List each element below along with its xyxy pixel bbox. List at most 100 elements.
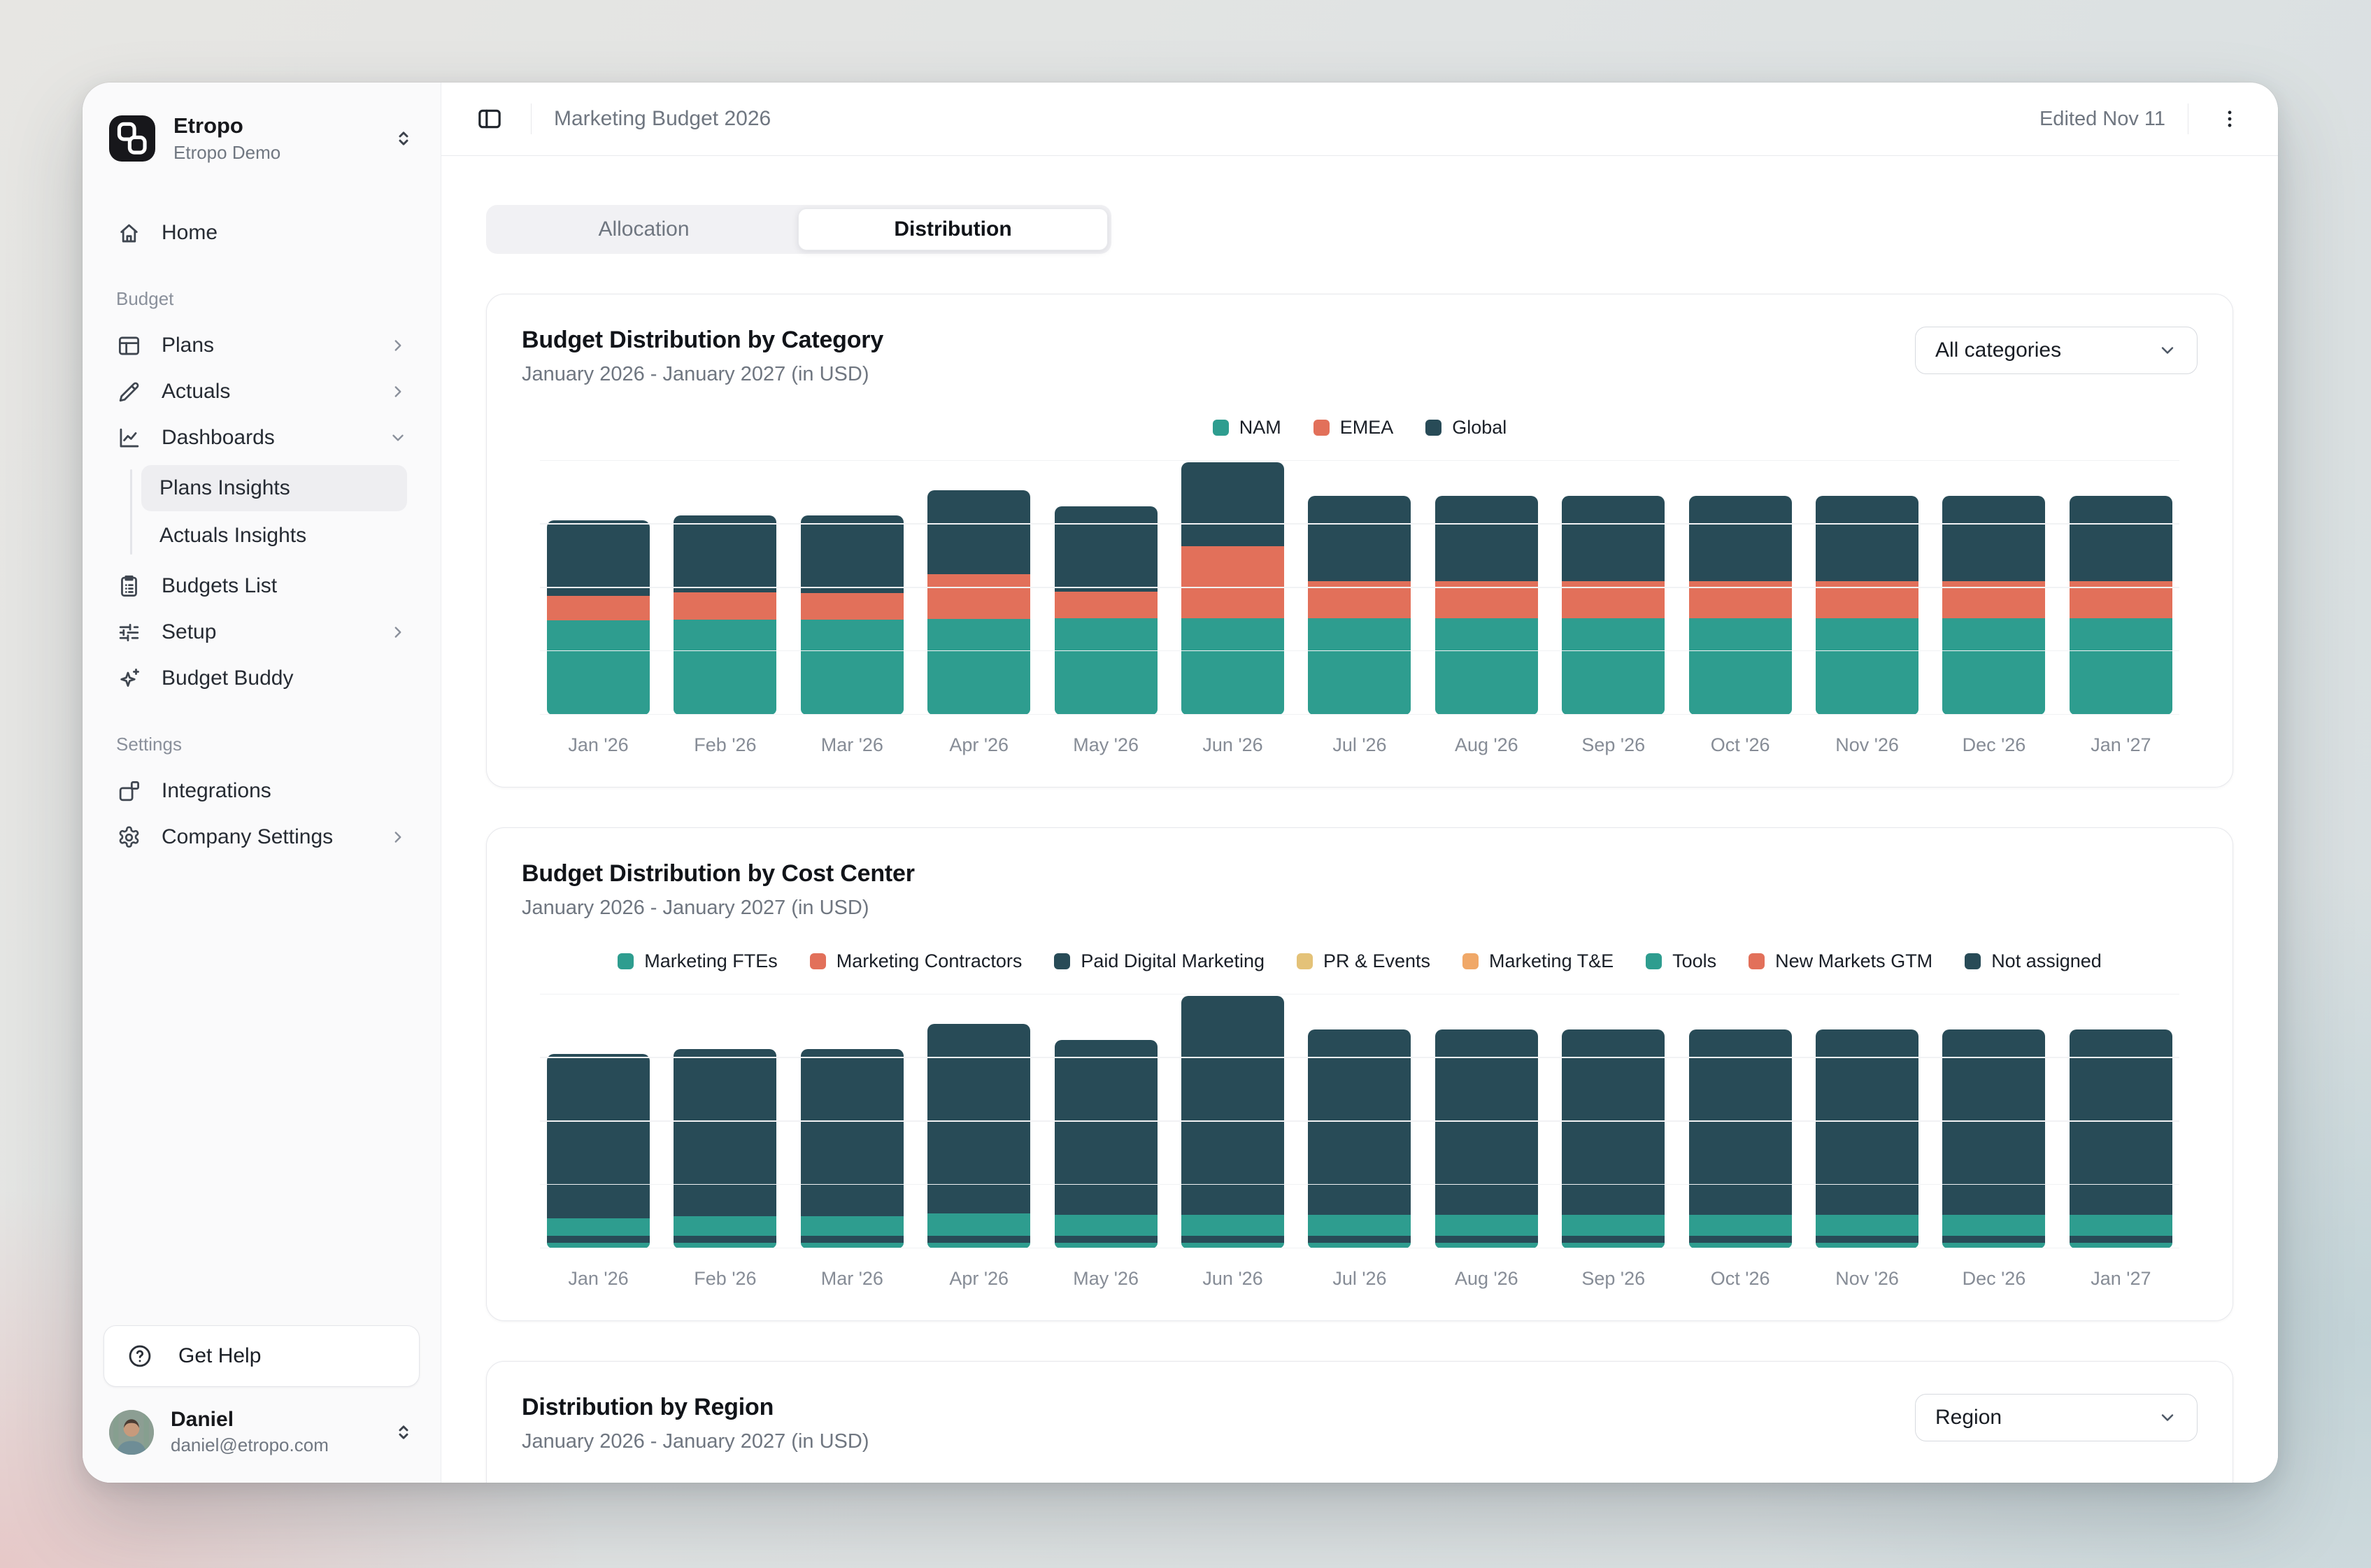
legend-chip xyxy=(1054,953,1071,969)
bar-segment-NAM xyxy=(1054,618,1158,715)
bar-Feb '26[interactable] xyxy=(674,1049,777,1248)
get-help-label: Get Help xyxy=(178,1344,262,1367)
sidebar-toggle-button[interactable] xyxy=(471,100,508,138)
tab-distribution[interactable]: Distribution xyxy=(798,208,1108,250)
sidebar-item-label: Home xyxy=(162,221,218,244)
sidebar-item-label: Integrations xyxy=(162,779,271,802)
user-menu[interactable]: Daniel daniel@etropo.com xyxy=(104,1387,420,1459)
chevron-right-icon xyxy=(389,383,407,401)
bar-Mar '26[interactable] xyxy=(800,515,904,715)
chevron-up-down-icon xyxy=(393,128,414,149)
x-axis-label: Jan '26 xyxy=(568,734,629,755)
get-help-button[interactable]: Get Help xyxy=(104,1325,420,1387)
categories-filter-dropdown[interactable]: All categories xyxy=(1915,327,2198,374)
region-filter-dropdown[interactable]: Region xyxy=(1915,1394,2198,1441)
workspace-name: Etropo xyxy=(173,113,243,138)
legend-item[interactable]: Marketing T&E xyxy=(1462,950,1614,972)
sidebar-item-budget-buddy[interactable]: Budget Buddy xyxy=(104,655,420,701)
card-title: Distribution by Region xyxy=(522,1394,774,1420)
x-axis-label: Oct '26 xyxy=(1710,734,1770,755)
legend-chip xyxy=(1296,953,1313,969)
sidebar-item-company-settings[interactable]: Company Settings xyxy=(104,814,420,860)
bar-Feb '26[interactable] xyxy=(674,515,777,715)
bar-Sep '26[interactable] xyxy=(1562,1029,1665,1248)
bar-Dec '26[interactable] xyxy=(1942,496,2046,715)
x-axis-label: Sep '26 xyxy=(1581,1268,1646,1289)
sidebar-item-label: Company Settings xyxy=(162,825,334,848)
bar-Jul '26[interactable] xyxy=(1308,1029,1411,1248)
bar-segment-Marketing FTEs xyxy=(1054,1243,1158,1248)
user-email: daniel@etropo.com xyxy=(171,1434,329,1455)
sidebar-item-setup[interactable]: Setup xyxy=(104,609,420,655)
legend-item[interactable]: New Markets GTM xyxy=(1749,950,1932,972)
legend-label: EMEA xyxy=(1339,417,1394,438)
bar-Dec '26[interactable] xyxy=(1942,1029,2046,1248)
legend-item[interactable]: Not assigned xyxy=(1965,950,2102,972)
x-axis-label: Jul '26 xyxy=(1332,1268,1387,1289)
legend-label: Tools xyxy=(1672,950,1717,971)
sidebar-item-dashboards[interactable]: Dashboards xyxy=(104,415,420,461)
legend-label: Marketing FTEs xyxy=(644,950,778,971)
bar-segment-NAM xyxy=(1181,618,1285,715)
bar-Jul '26[interactable] xyxy=(1308,496,1411,715)
legend-item[interactable]: PR & Events xyxy=(1296,950,1430,972)
workspace-switcher[interactable]: Etropo Etropo Demo xyxy=(104,108,420,169)
gridline xyxy=(540,1120,2179,1122)
bar-Jun '26[interactable] xyxy=(1181,462,1285,715)
bar-Jan '27[interactable] xyxy=(2069,496,2172,715)
sidebar-item-budgets-list[interactable]: Budgets List xyxy=(104,563,420,609)
bar-Nov '26[interactable] xyxy=(1816,496,1919,715)
bar-Aug '26[interactable] xyxy=(1434,1029,1538,1248)
bar-Mar '26[interactable] xyxy=(800,1049,904,1248)
bar-segment-Tools xyxy=(1434,1215,1538,1236)
bar-Oct '26[interactable] xyxy=(1688,1029,1792,1248)
chevron-down-icon xyxy=(389,429,407,447)
legend-item[interactable]: Marketing Contractors xyxy=(809,950,1022,972)
gridline xyxy=(540,459,2179,461)
bar-Jan '26[interactable] xyxy=(547,1054,650,1248)
legend-chip xyxy=(1965,953,1981,969)
bar-Jun '26[interactable] xyxy=(1181,996,1285,1248)
bar-May '26[interactable] xyxy=(1054,506,1158,715)
x-axis-label: Aug '26 xyxy=(1454,734,1518,755)
bar-Sep '26[interactable] xyxy=(1562,496,1665,715)
bar-Nov '26[interactable] xyxy=(1816,1029,1919,1248)
bar-Apr '26[interactable] xyxy=(927,490,1031,715)
bar-segment-Marketing FTEs xyxy=(800,1243,904,1248)
bar-Jan '26[interactable] xyxy=(547,520,650,715)
legend-item[interactable]: NAM xyxy=(1212,417,1281,439)
bar-segment-Paid Digital Marketing xyxy=(1181,1236,1285,1243)
bar-Aug '26[interactable] xyxy=(1434,496,1538,715)
more-options-button[interactable] xyxy=(2211,100,2249,138)
bar-Oct '26[interactable] xyxy=(1688,496,1792,715)
legend-item[interactable]: Global xyxy=(1425,417,1507,439)
gridline xyxy=(540,1183,2179,1185)
bar-segment-Global xyxy=(1816,496,1919,581)
sidebar-item-plans[interactable]: Plans xyxy=(104,322,420,369)
sidebar-item-plans-insights[interactable]: Plans Insights xyxy=(141,465,407,511)
bar-segment-NAM xyxy=(927,619,1031,715)
bar-segment-Tools xyxy=(674,1216,777,1236)
cost-center-chart: Marketing FTEs Marketing Contractors Paid … xyxy=(522,950,2198,1290)
bar-segment-Global xyxy=(1562,496,1665,581)
main-area: Marketing Budget 2026 Edited Nov 11 Allo… xyxy=(441,83,2278,1483)
legend-item[interactable]: EMEA xyxy=(1313,417,1394,439)
gridline xyxy=(540,650,2179,652)
legend-item[interactable]: Marketing FTEs xyxy=(618,950,778,972)
bar-segment-Paid Digital Marketing xyxy=(1816,1236,1919,1243)
sidebar-item-actuals[interactable]: Actuals xyxy=(104,369,420,415)
legend-label: New Markets GTM xyxy=(1775,950,1933,971)
legend-item[interactable]: Paid Digital Marketing xyxy=(1054,950,1265,972)
bar-May '26[interactable] xyxy=(1054,1040,1158,1248)
tab-allocation[interactable]: Allocation xyxy=(598,218,690,241)
sidebar-item-integrations[interactable]: Integrations xyxy=(104,768,420,814)
gridline xyxy=(540,1057,2179,1058)
bar-Jan '27[interactable] xyxy=(2069,1029,2172,1248)
x-axis-label: Apr '26 xyxy=(949,1268,1009,1289)
sidebar-item-actuals-insights[interactable]: Actuals Insights xyxy=(141,513,407,559)
bar-segment-Paid Digital Marketing xyxy=(674,1236,777,1243)
bar-Apr '26[interactable] xyxy=(927,1024,1031,1248)
chevron-down-icon xyxy=(2158,341,2177,360)
legend-item[interactable]: Tools xyxy=(1646,950,1716,972)
sidebar-item-home[interactable]: Home xyxy=(104,210,420,256)
